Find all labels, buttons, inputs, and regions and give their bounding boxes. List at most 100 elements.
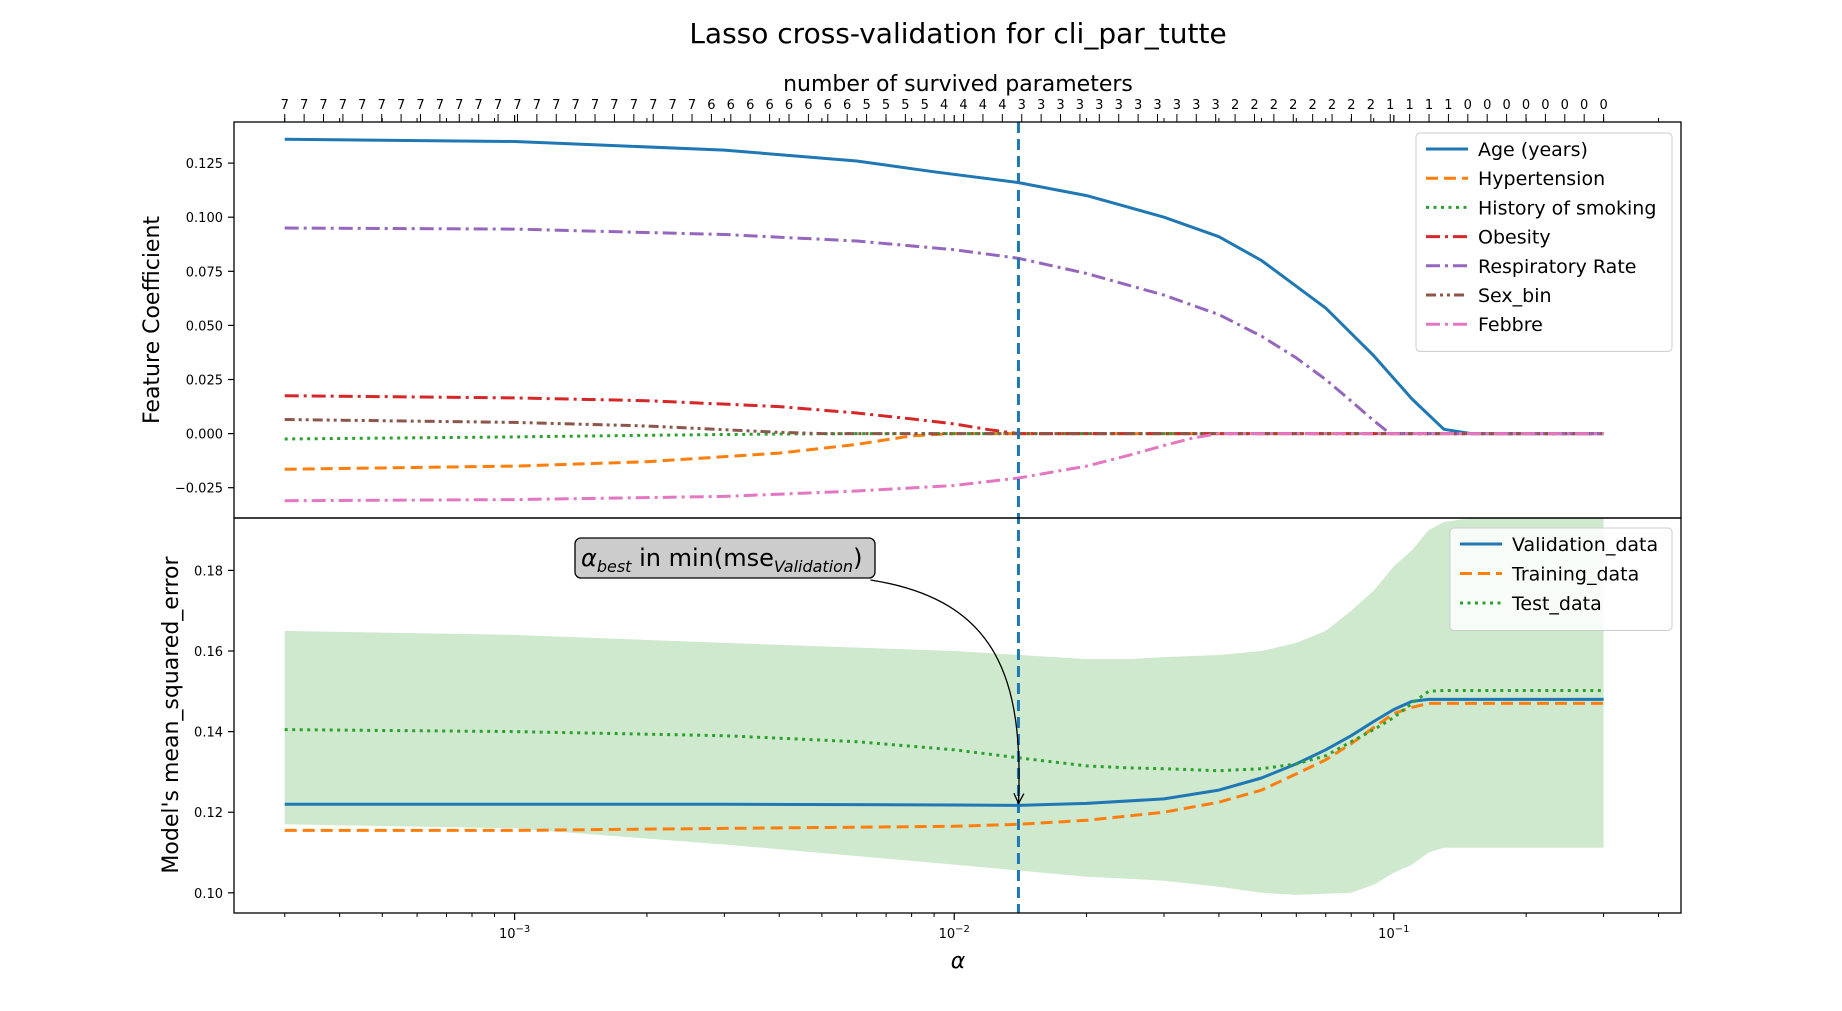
survived-count: 5 (901, 98, 909, 113)
survived-count: 7 (688, 98, 696, 113)
survived-count: 3 (1095, 98, 1103, 113)
coefficient-legend: Age (years) Hypertension History of smokin… (1415, 132, 1673, 352)
legend-label-obesity: Obesity (1478, 227, 1551, 249)
survived-count: 7 (319, 98, 327, 113)
legend-label-history-of-smoking: History of smoking (1478, 197, 1656, 219)
survived-count: 3 (1056, 98, 1064, 113)
survived-count: 7 (552, 98, 560, 113)
y-tick-label: 0.025 (186, 374, 223, 389)
survived-count: 7 (475, 98, 483, 113)
survived-count: 3 (1076, 98, 1084, 113)
legend-label-febbre: Febbre (1478, 314, 1543, 336)
survived-count: 7 (378, 98, 386, 113)
chart-title: Lasso cross-validation for cli_par_tutte (689, 17, 1226, 50)
survived-count: 7 (533, 98, 541, 113)
survived-count: 3 (1173, 98, 1181, 113)
annotation-text: αbest in min(mseValidation) (581, 544, 862, 576)
survived-count: 7 (513, 98, 521, 113)
survived-count: 7 (630, 98, 638, 113)
mse-y-ticks: 0.10 0.12 0.14 0.16 0.18 (194, 564, 234, 902)
series-line-age-years (284, 137, 1604, 436)
legend-label-sex-bin: Sex_bin (1478, 285, 1552, 307)
legend-label-age-years: Age (years) (1478, 139, 1588, 161)
mse-legend: Validation_data Training_data Test_data (1449, 527, 1673, 631)
survived-count: 7 (668, 98, 676, 113)
x-tick-label: 10−2 (939, 924, 970, 942)
survived-count: 1 (1425, 98, 1433, 113)
survived-count: 6 (804, 98, 812, 113)
survived-count: 5 (862, 98, 870, 113)
survived-count: 3 (1037, 98, 1045, 113)
survived-count: 6 (843, 98, 851, 113)
survived-count: 7 (397, 98, 405, 113)
survived-count: 3 (1115, 98, 1123, 113)
survived-count: 6 (707, 98, 715, 113)
survived-count: 2 (1250, 98, 1258, 113)
survived-count: 4 (959, 98, 967, 113)
y-tick-label: 0.050 (186, 319, 223, 334)
y-tick-label: 0.18 (194, 564, 223, 579)
survived-count: 0 (1580, 98, 1588, 113)
series-line-hypertension (284, 432, 1604, 471)
x-tick-label: 10−3 (499, 924, 530, 942)
y-tick-label: −0.025 (175, 482, 223, 497)
y-tick-label: 0.000 (186, 428, 223, 443)
survived-count: 2 (1367, 98, 1375, 113)
coefficient-panel: −0.025 0.000 0.025 0.050 0.075 0.100 0.125 Fea… (140, 132, 1673, 503)
survived-count: 7 (281, 98, 289, 113)
y-tick-label: 0.12 (194, 806, 223, 821)
test-spread-band (284, 518, 1604, 895)
survived-count: 7 (436, 98, 444, 113)
survived-count: 3 (1018, 98, 1026, 113)
legend-box (1449, 527, 1673, 631)
legend-box (1415, 132, 1673, 352)
legend-label-validation-data: Validation_data (1512, 534, 1658, 556)
alpha-axis-label: α (951, 949, 966, 974)
survived-count: 0 (1599, 98, 1607, 113)
series-line-test-data (284, 689, 1604, 773)
annotation-arrow (870, 579, 1019, 803)
survived-count: 6 (746, 98, 754, 113)
mse-lines (284, 689, 1604, 832)
coefficient-y-ticks: −0.025 0.000 0.025 0.050 0.075 0.100 0.125 (175, 157, 234, 497)
series-line-sex-bin (284, 418, 1604, 436)
survived-count: 5 (921, 98, 929, 113)
mse-panel: 0.10 0.12 0.14 0.16 0.18 Model's mean_square… (159, 518, 1673, 902)
survived-count: 0 (1483, 98, 1491, 113)
survived-count: 7 (339, 98, 347, 113)
annotation-box (574, 537, 876, 579)
y-tick-label: 0.125 (186, 157, 223, 172)
alpha-axis-ticks: 10−3 10−2 10−1 (284, 115, 1660, 942)
survived-count: 5 (882, 98, 890, 113)
survived-count: 7 (455, 98, 463, 113)
survived-count: 0 (1522, 98, 1530, 113)
survived-count: 6 (765, 98, 773, 113)
survived-count: 4 (940, 98, 948, 113)
y-tick-label: 0.14 (194, 726, 223, 741)
survived-count: 2 (1231, 98, 1239, 113)
survived-count: 0 (1464, 98, 1472, 113)
series-line-respiratory-rate (284, 226, 1604, 436)
survived-count: 4 (979, 98, 987, 113)
survived-count: 4 (998, 98, 1006, 113)
series-line-training-data (284, 701, 1604, 832)
top-axis-label: number of survived parameters (783, 72, 1133, 97)
survived-count: 0 (1561, 98, 1569, 113)
legend-label-test-data: Test_data (1511, 593, 1602, 615)
y-tick-label: 0.075 (186, 265, 223, 280)
survived-count: 1 (1444, 98, 1452, 113)
survived-count: 3 (1134, 98, 1142, 113)
mse-panel-frame (233, 517, 1682, 914)
y-tick-label: 0.100 (186, 211, 223, 226)
survived-count: 3 (1153, 98, 1161, 113)
y-tick-label: 0.16 (194, 645, 223, 660)
legend-label-hypertension: Hypertension (1478, 168, 1605, 190)
survived-count: 6 (727, 98, 735, 113)
alpha-best-annotation: αbest in min(mseValidation) (574, 537, 1019, 803)
survived-count: 7 (649, 98, 657, 113)
coefficient-lines (284, 137, 1604, 503)
survived-count: 2 (1270, 98, 1278, 113)
survived-count: 7 (572, 98, 580, 113)
survived-count: 0 (1502, 98, 1510, 113)
